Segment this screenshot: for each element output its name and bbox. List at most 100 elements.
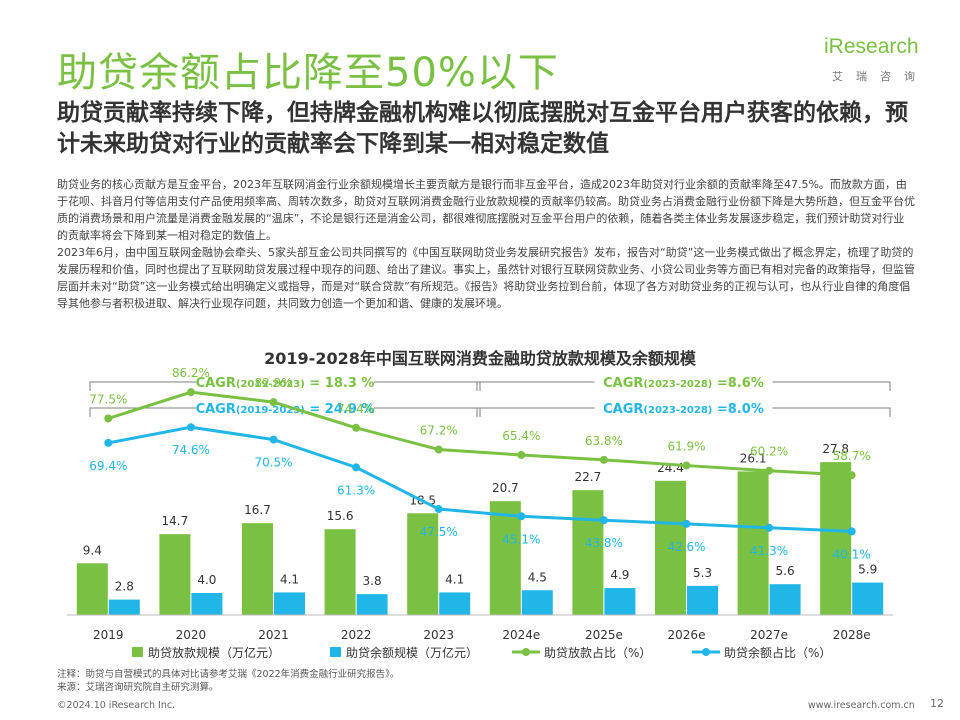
line-value-label: 65.4% <box>502 429 540 443</box>
bar-value-label: 3.8 <box>363 574 382 588</box>
bar <box>737 471 769 615</box>
legend-item: 助贷余额规模（万亿元） <box>330 645 478 660</box>
line-value-label: 40.1% <box>833 547 871 561</box>
bar <box>769 584 801 615</box>
line-point <box>599 516 608 525</box>
cagr-label-bg <box>196 400 374 416</box>
line-value-label: 60.2% <box>750 445 788 459</box>
bar-value-label: 22.7 <box>575 470 602 484</box>
line-value-label: 47.5% <box>420 525 458 539</box>
line-value-label: 63.8% <box>585 434 623 448</box>
bar <box>356 594 388 615</box>
line-point <box>104 438 113 447</box>
legend-swatch <box>132 647 143 657</box>
body-text: 助贷业务的核心贡献方是互金平台，2023年互联网消金行业余额规模增长主要贡献方是… <box>57 176 915 312</box>
cagr-annotation: CAGR(2023-2028) =8.0% <box>476 400 891 417</box>
line-value-label: 61.3% <box>337 483 375 497</box>
line-point <box>434 445 443 454</box>
line-value-label: 61.9% <box>667 440 705 454</box>
line-value-label: 74.6% <box>172 443 210 457</box>
chart-title: 2019-2028年中国互联网消费金融助贷放款规模及余额规模 <box>264 349 697 368</box>
bar-value-label: 26.1 <box>740 451 767 465</box>
bar <box>407 513 439 615</box>
cagr-annotation: CAGR(2019-2023) = 18.3 % <box>89 374 481 391</box>
body-paragraph-1: 助贷业务的核心贡献方是互金平台，2023年互联网消金行业余额规模增长主要贡献方是… <box>57 178 915 242</box>
line-point <box>269 435 278 444</box>
x-tick-label: 2026e <box>668 628 706 642</box>
bar-value-label: 4.1 <box>280 572 299 586</box>
legend: 助贷放款规模（万亿元） 助贷余额规模（万亿元） 助贷放款占比（%） 助贷余额占比（%） <box>132 645 831 660</box>
line-value-label: 82.9% <box>254 376 292 390</box>
bar-value-label: 4.5 <box>528 570 547 584</box>
page-number: 12 <box>930 697 944 710</box>
legend-label: 助贷余额占比（%） <box>724 645 831 660</box>
line-point <box>434 505 443 514</box>
line-point <box>847 527 856 536</box>
cagr-label: CAGR(2019-2023) = 24.9 % <box>196 402 375 417</box>
line-layer: 77.5% 86.2% 82.9% 74.4% 67.2% 65.4% 63.8% 61.9%… <box>89 366 871 561</box>
legend-item: 助贷放款占比（%） <box>512 645 651 660</box>
bar <box>489 501 521 615</box>
bar <box>324 529 356 615</box>
bar-value-label: 9.4 <box>83 543 102 557</box>
footer-copyright: ©2024.10 iResearch Inc. <box>57 700 176 711</box>
page-title: 助贷余额占比降至50%以下 <box>57 50 559 96</box>
legend-item: 助贷放款规模（万亿元） <box>132 645 280 660</box>
line-point <box>517 450 526 459</box>
line-value-label: 74.4% <box>337 402 375 416</box>
x-tick-label: 2025e <box>585 628 623 642</box>
series-line <box>107 390 852 477</box>
x-tick-label: 2020 <box>176 628 207 642</box>
line-value-label: 41.3% <box>750 544 788 558</box>
cagr-label-bg <box>196 374 374 390</box>
line-point <box>104 414 113 423</box>
bar <box>76 563 108 615</box>
bar-value-label: 27.8 <box>822 442 849 456</box>
bar-value-label: 4.9 <box>610 568 629 582</box>
bar <box>572 490 604 615</box>
iresearch-logo: iResearch 艾瑞咨询 <box>824 32 934 86</box>
legend-swatch-dot <box>702 648 710 656</box>
cagr-label: CAGR(2023-2028) =8.6% <box>603 376 764 391</box>
legend-label: 助贷余额规模（万亿元） <box>346 645 478 660</box>
body-paragraph-2: 2023年6月，由中国互联网金融协会牵头、5家头部互金公司共同撰写的《中国互联网… <box>57 246 915 310</box>
bar <box>521 590 553 615</box>
line-point <box>765 523 774 532</box>
x-tick-label: 2027e <box>750 628 788 642</box>
x-tick-label: 2028e <box>833 628 871 642</box>
line-point <box>682 519 691 528</box>
legend-swatch-dot <box>522 648 530 656</box>
source-line: 来源：艾瑞咨询研究院自主研究测算。 <box>57 682 219 693</box>
cagr-annotations: CAGR(2019-2023) = 18.3 % CAGR(2019-2023) … <box>89 374 891 417</box>
cagr-label-bg <box>594 374 773 390</box>
x-tick-label: 2019 <box>93 628 124 642</box>
bar <box>242 523 273 615</box>
cagr-annotation: CAGR(2023-2028) =8.6% <box>476 374 891 391</box>
bar-value-label: 4.0 <box>197 573 216 587</box>
series-line <box>108 425 852 533</box>
bar <box>687 585 718 615</box>
logo-brand: iResearch <box>824 35 919 58</box>
line-value-label: 45.1% <box>502 532 540 546</box>
bar <box>274 592 305 615</box>
line-point <box>682 461 691 470</box>
bar <box>191 593 223 615</box>
notes: 注释：助贷与自营模式的具体对比请参考艾瑞《2022年消费金融行业研究报告》。 来… <box>57 668 399 694</box>
note-line: 注释：助贷与自营模式的具体对比请参考艾瑞《2022年消费金融行业研究报告》。 <box>57 669 400 680</box>
line-value-label: 86.2% <box>172 366 210 380</box>
line-point <box>599 455 608 464</box>
cagr-annotation: CAGR(2019-2023) = 24.9 % <box>89 400 481 417</box>
bar-value-label: 14.7 <box>162 514 189 528</box>
bar-value-label: 5.6 <box>776 564 795 578</box>
x-tick-label: 2024e <box>502 628 540 642</box>
cagr-label: CAGR(2023-2028) =8.0% <box>603 402 764 417</box>
footer-url[interactable]: www.iresearch.com.cn <box>808 700 915 711</box>
bar <box>108 599 140 615</box>
line-value-label: 77.5% <box>89 392 127 406</box>
line-point <box>186 388 195 397</box>
bar-value-label: 15.6 <box>327 509 354 523</box>
cagr-label: CAGR(2019-2023) = 18.3 % <box>196 376 375 391</box>
bar-value-label: 4.1 <box>445 572 464 586</box>
bar-layer: 9.414.716.7 15.618.520.722.724.426.127.82… <box>76 442 884 615</box>
